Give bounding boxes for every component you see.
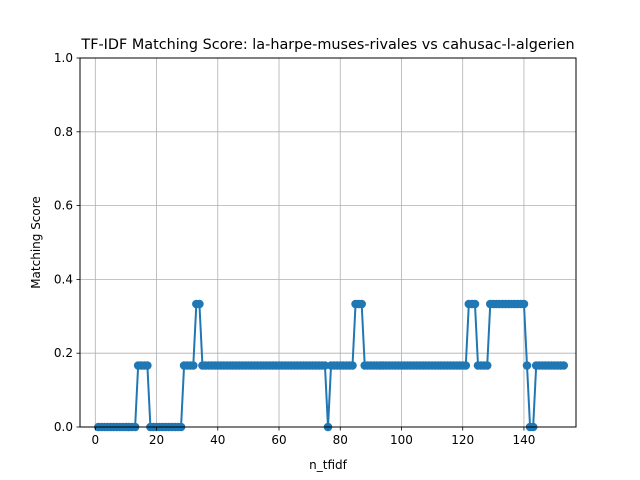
data-point bbox=[320, 361, 330, 370]
y-axis-label: Matching Score bbox=[29, 196, 43, 289]
y-tick-label: 0.4 bbox=[54, 272, 73, 286]
chart-title: TF-IDF Matching Score: la-harpe-muses-ri… bbox=[80, 37, 574, 53]
x-tick-label: 40 bbox=[210, 433, 225, 447]
plot-frame bbox=[79, 57, 577, 428]
data-point bbox=[482, 361, 492, 370]
x-tick-label: 80 bbox=[333, 433, 348, 447]
y-tick-label: 0.0 bbox=[54, 420, 73, 434]
y-tick-label: 0.6 bbox=[54, 199, 73, 213]
x-tick-label: 100 bbox=[390, 433, 413, 447]
y-tick-label: 0.2 bbox=[54, 346, 73, 360]
y-tick-label: 1.0 bbox=[54, 51, 73, 65]
x-tick-label: 20 bbox=[149, 433, 164, 447]
data-point bbox=[195, 299, 204, 309]
x-tick-label: 60 bbox=[271, 433, 286, 447]
data-point bbox=[522, 361, 532, 370]
x-tick-label: 120 bbox=[451, 433, 474, 447]
data-point bbox=[143, 361, 152, 370]
x-axis-label: n_tfidf bbox=[309, 458, 347, 472]
data-point bbox=[188, 361, 198, 370]
data-point bbox=[470, 299, 480, 309]
data-point bbox=[348, 361, 357, 370]
y-tick-label: 0.8 bbox=[54, 125, 73, 139]
data-point bbox=[559, 361, 569, 370]
data-point bbox=[519, 299, 529, 309]
ticks: 0 20 40 60 80 100 120 140 0.0 0.2 0.4 0.6 0.8 1.0 bbox=[54, 51, 535, 447]
x-tick-label: 140 bbox=[512, 433, 535, 447]
data-point bbox=[357, 299, 366, 309]
series-line bbox=[94, 299, 569, 432]
data-point bbox=[461, 361, 471, 370]
x-tick-label: 0 bbox=[91, 433, 99, 447]
